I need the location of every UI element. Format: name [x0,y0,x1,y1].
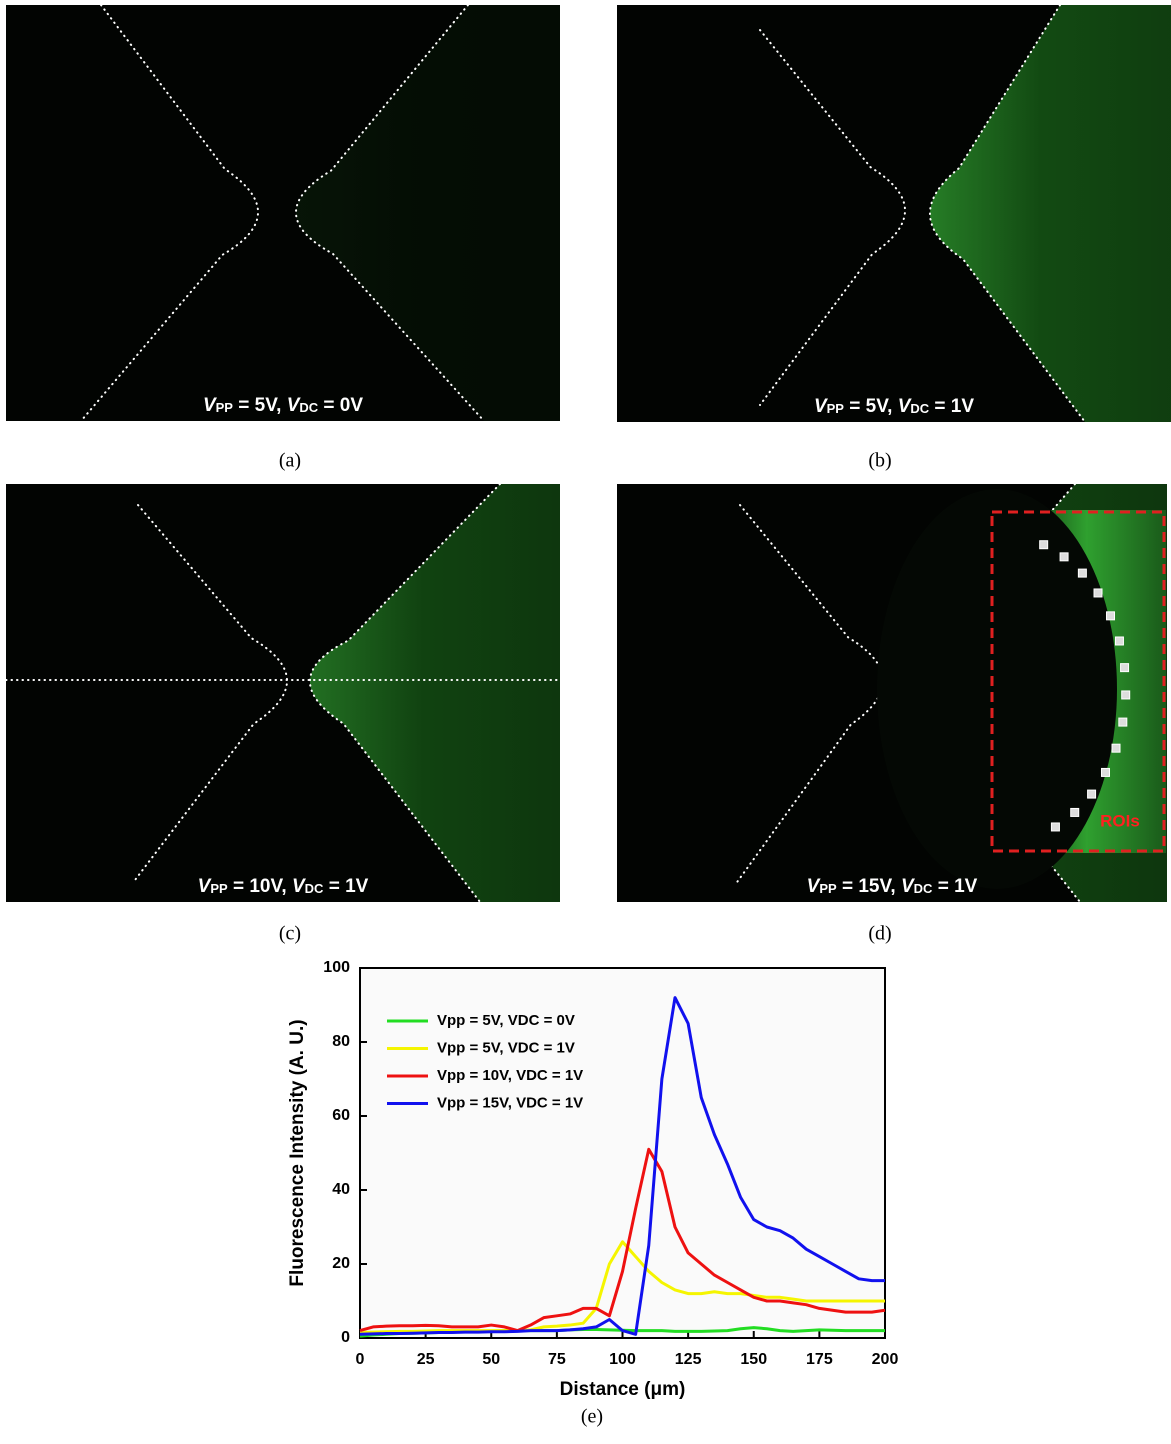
x-tick-label: 150 [740,1351,767,1368]
roi [1050,822,1060,832]
label-part: PP [819,881,837,896]
roi [1077,568,1087,578]
legend-label: Vpp = 5V, VDC = 1V [437,1039,575,1056]
legend-label: Vpp = 10V, VDC = 1V [437,1067,583,1084]
caption: (e) [581,1406,603,1428]
x-tick-label: 50 [482,1351,500,1368]
legend-label: Vpp = 5V, VDC = 0V [437,1012,575,1029]
y-axis-title: Fluorescence Intensity (A. U.) [287,1019,308,1286]
series-line [359,1147,886,1333]
caption: (d) [868,923,891,945]
electrode-edge [80,5,259,421]
label-part: V [203,395,217,416]
y-tick-label: 60 [332,1107,350,1124]
roi [1100,767,1110,777]
roi [1087,789,1097,799]
label-part: DC [305,881,324,896]
caption: (b) [868,450,891,472]
micrograph: VPP = 5V, VDC = 0V [6,5,560,421]
label-part: V [898,396,912,417]
panel-label: VPP = 15V, VDC = 1V [807,876,978,897]
roi [1106,611,1116,621]
x-tick-label: 100 [609,1351,636,1368]
roi [1059,552,1069,562]
series-line [359,996,885,1336]
caption: (c) [279,923,301,945]
label-part: = 0V [318,395,363,416]
y-tick-label: 100 [323,959,350,976]
label-part: PP [827,401,845,416]
image: ROIs [617,484,1167,902]
label-part: = 15V, [837,876,901,897]
label-part: DC [299,400,318,415]
electrode-edge [929,5,1086,422]
roi [1114,636,1124,646]
x-tick-label: 200 [872,1351,899,1368]
legend-label: Vpp = 15V, VDC = 1V [437,1094,583,1111]
label-part: DC [910,401,929,416]
x-tick-label: 0 [356,1351,365,1368]
panel-label: VPP = 5V, VDC = 1V [814,396,974,417]
label-part: = 1V [932,876,977,897]
roi [1039,540,1049,550]
y-tick-label: 80 [332,1033,350,1050]
series-line [359,1240,885,1334]
label-part: PP [216,400,234,415]
label-part: = 1V [323,876,368,897]
image [6,484,560,902]
label-part: = 5V, [233,395,287,416]
inset-border [990,510,1166,853]
roi [1093,588,1103,598]
label-part: DC [914,881,933,896]
y-tick-label: 20 [332,1255,350,1272]
label-part: V [198,876,212,897]
caption: (a) [279,450,301,472]
panel-label: VPP = 5V, VDC = 0V [203,395,363,416]
image [6,5,560,421]
label-part: V [287,395,301,416]
roi [1121,690,1131,700]
label-part: = 5V, [844,396,898,417]
fluorescence [310,484,560,902]
label-part: = 1V [929,396,974,417]
label-part: = 10V, [228,876,292,897]
fluorescence [296,5,560,421]
inset-dark [877,489,1117,889]
label-part: V [807,876,821,897]
roi [1120,663,1130,673]
micrograph: VPP = 10V, VDC = 1V [6,484,560,902]
x-axis-title: Distance (μm) [560,1379,686,1400]
y-tick-label: 40 [332,1181,350,1198]
x-tick-label: 75 [548,1351,566,1368]
label-part: V [901,876,915,897]
label-part: V [814,396,828,417]
inset-label: ROIs [1100,811,1140,830]
y-tick-label: 0 [341,1329,350,1346]
micrograph: VPP = 5V, VDC = 1V [617,5,1171,422]
roi [1111,743,1121,753]
panel-label: VPP = 10V, VDC = 1V [198,876,369,897]
label-part: V [292,876,306,897]
inset [877,489,1166,889]
roi [1070,807,1080,817]
roi [1118,717,1128,727]
x-tick-label: 125 [675,1351,702,1368]
x-tick-label: 25 [417,1351,435,1368]
fluorescence [929,5,1171,422]
x-tick-label: 175 [806,1351,833,1368]
image [617,5,1171,422]
label-part: PP [210,881,228,896]
